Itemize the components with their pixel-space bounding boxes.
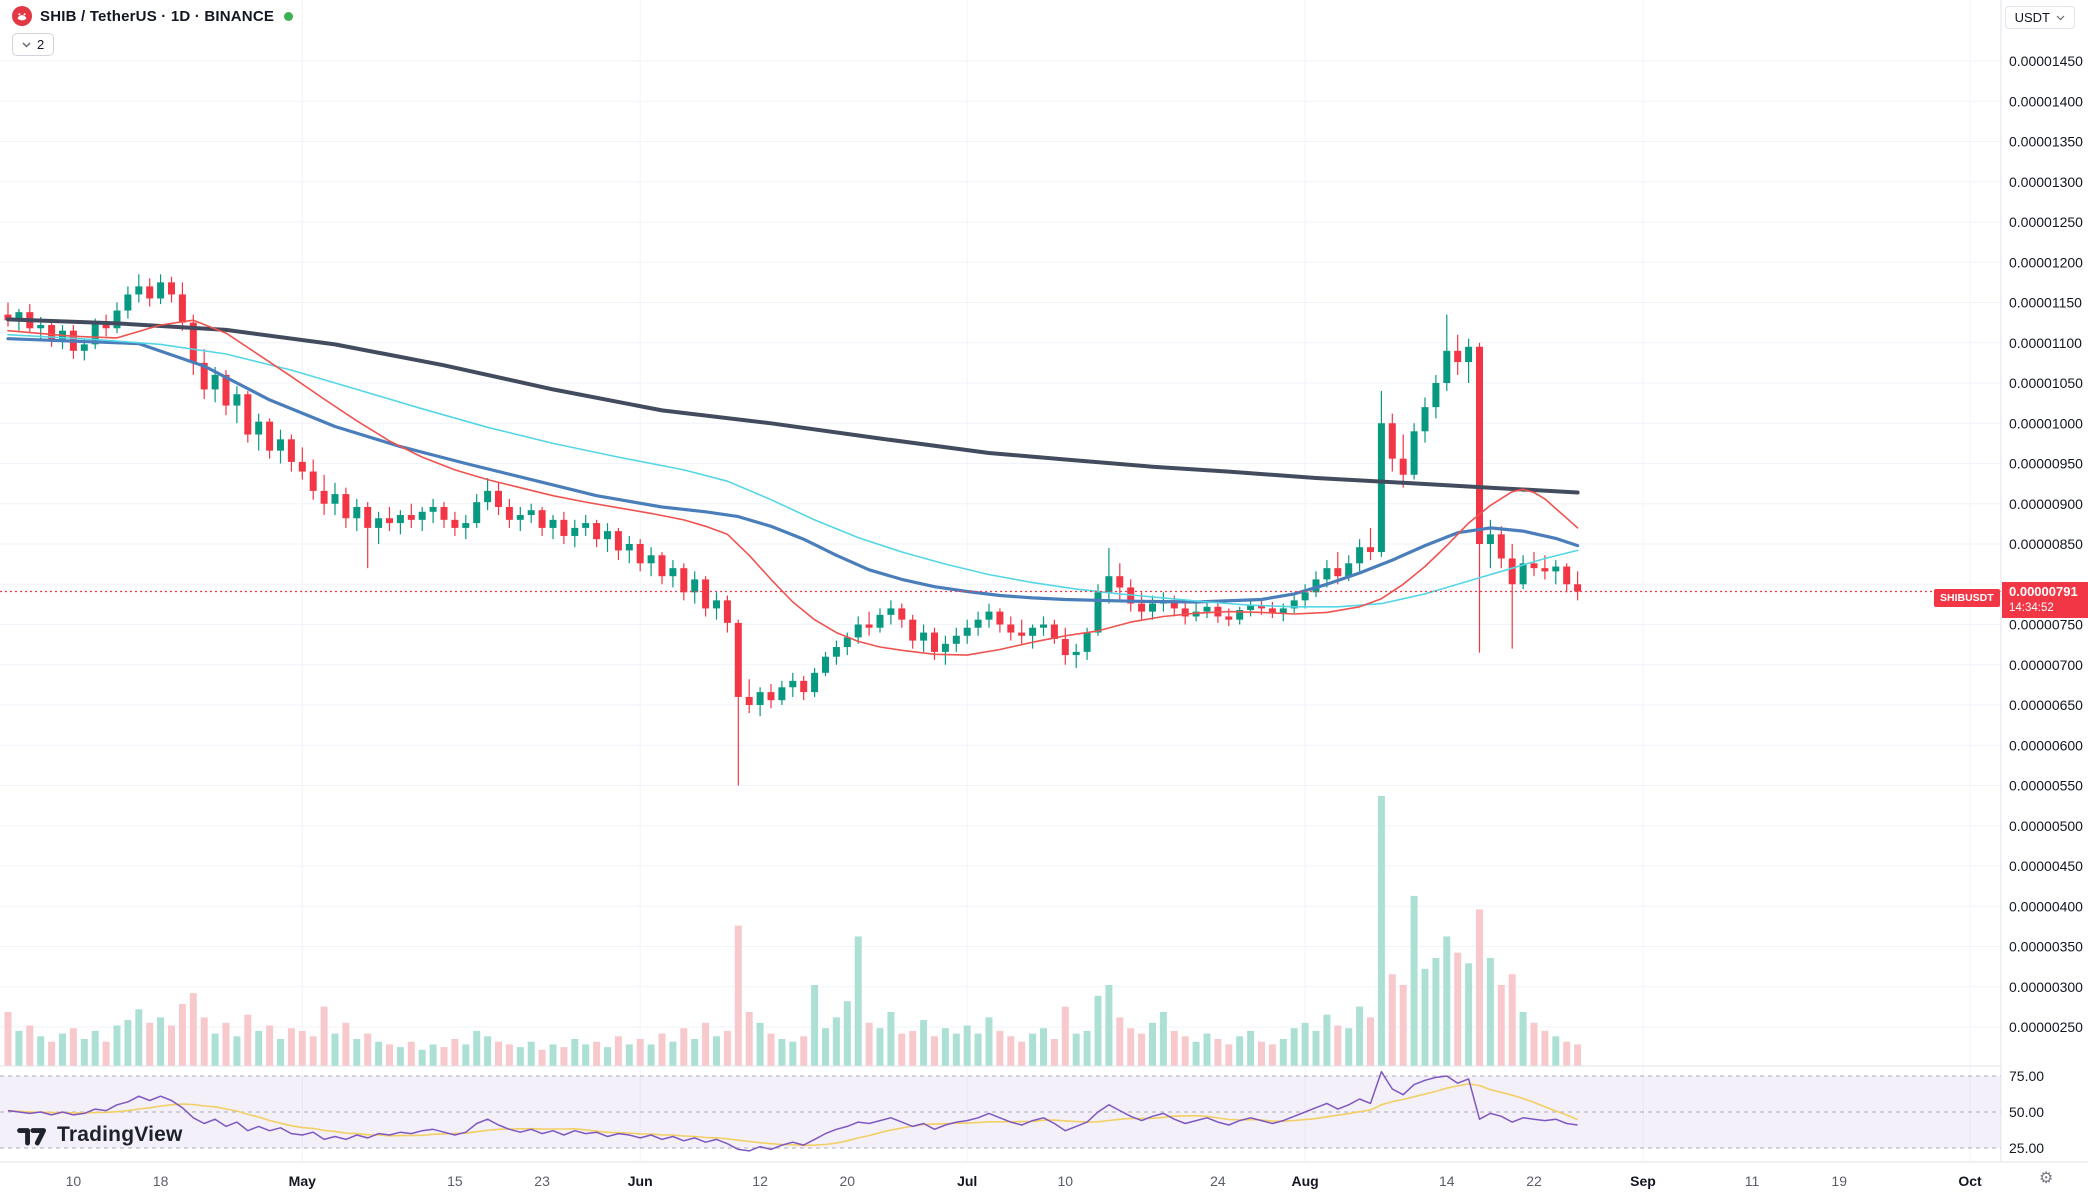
svg-text:75.00: 75.00 <box>2009 1068 2044 1084</box>
chart-legend: SHIB / TetherUS · 1D · BINANCE 2 <box>12 6 294 56</box>
axis-frame-layer <box>0 0 2088 1163</box>
symbol-title[interactable]: SHIB / TetherUS · 1D · BINANCE <box>40 7 275 25</box>
svg-text:0.00001150: 0.00001150 <box>2009 295 2082 311</box>
tradingview-logo-text: TradingView <box>57 1123 183 1146</box>
rsi-line <box>7 1070 1578 1152</box>
svg-text:0.00000650: 0.00000650 <box>2009 697 2083 713</box>
rsi-ma-line <box>7 1083 1578 1147</box>
svg-text:Jul: Jul <box>957 1173 977 1189</box>
svg-text:0.00000850: 0.00000850 <box>2009 536 2083 552</box>
svg-text:0.00001050: 0.00001050 <box>2009 375 2083 391</box>
price-line-symbol-tag: SHIBUSDT <box>1934 589 2000 607</box>
chevron-down-icon <box>22 41 31 48</box>
rsi-band-layer <box>0 1075 2001 1149</box>
svg-text:0.00000600: 0.00000600 <box>2009 737 2083 753</box>
svg-text:Oct: Oct <box>1958 1173 1982 1189</box>
svg-text:12: 12 <box>752 1173 768 1189</box>
svg-text:0.00001250: 0.00001250 <box>2009 214 2083 230</box>
svg-text:0.00001400: 0.00001400 <box>2009 93 2083 109</box>
svg-text:0.00000500: 0.00000500 <box>2009 818 2083 834</box>
svg-text:0.00001200: 0.00001200 <box>2009 254 2083 270</box>
last-price-badge: 0.00000791 14:34:52 <box>2002 582 2088 618</box>
svg-text:22: 22 <box>1526 1173 1542 1189</box>
svg-text:0.00001300: 0.00001300 <box>2009 174 2083 190</box>
svg-text:19: 19 <box>1831 1173 1847 1189</box>
svg-text:Jun: Jun <box>628 1173 653 1189</box>
svg-text:15: 15 <box>447 1173 463 1189</box>
svg-text:11: 11 <box>1745 1173 1760 1189</box>
svg-text:0.00000900: 0.00000900 <box>2009 496 2083 512</box>
indicator-count: 2 <box>37 37 45 52</box>
svg-text:0.00001450: 0.00001450 <box>2009 53 2083 69</box>
svg-text:0.00000350: 0.00000350 <box>2009 939 2083 955</box>
svg-text:0.00000300: 0.00000300 <box>2009 979 2083 995</box>
svg-text:14: 14 <box>1439 1173 1455 1189</box>
chevron-down-icon <box>2056 15 2065 20</box>
svg-text:May: May <box>289 1173 316 1189</box>
svg-text:23: 23 <box>534 1173 550 1189</box>
svg-text:0.00000250: 0.00000250 <box>2009 1019 2083 1035</box>
candles-layer <box>4 274 1582 786</box>
shib-logo-icon <box>12 6 32 26</box>
svg-text:24: 24 <box>1210 1173 1226 1189</box>
tradingview-mark-icon <box>17 1128 46 1146</box>
svg-text:0.00001350: 0.00001350 <box>2009 134 2083 150</box>
svg-text:0.00001100: 0.00001100 <box>2009 335 2082 351</box>
symbol-legend-row[interactable]: SHIB / TetherUS · 1D · BINANCE <box>12 6 294 26</box>
svg-text:0.00000750: 0.00000750 <box>2009 617 2083 633</box>
grid-layer <box>0 0 2001 1162</box>
time-axis-labels: 10 18 May 15 23 Jun 12 20 Jul 10 24 Aug 14 22 Sep 11 19 O… <box>66 1173 1982 1189</box>
svg-text:18: 18 <box>153 1173 169 1189</box>
svg-text:0.00000550: 0.00000550 <box>2009 778 2083 794</box>
svg-text:0.00000700: 0.00000700 <box>2009 657 2083 673</box>
svg-text:10: 10 <box>66 1173 82 1189</box>
bar-countdown-timer: 14:34:52 <box>2009 602 2054 614</box>
market-status-dot[interactable] <box>284 11 294 21</box>
ema-slow-line <box>7 333 1579 608</box>
currency-label: USDT <box>2014 10 2050 25</box>
volume-layer <box>4 796 1582 1066</box>
svg-text:0.00000950: 0.00000950 <box>2009 456 2083 472</box>
price-axis-labels: 0.00001450 0.00001400 0.00001350 0.00001300… <box>2009 53 2083 1156</box>
ma-long-line <box>6 317 1580 495</box>
svg-text:0.00000450: 0.00000450 <box>2009 858 2083 874</box>
svg-text:Sep: Sep <box>1630 1173 1656 1189</box>
price-scale-currency-button[interactable]: USDT <box>2004 6 2075 29</box>
svg-text:0.00001000: 0.00001000 <box>2009 415 2083 431</box>
svg-text:25.00: 25.00 <box>2009 1140 2044 1156</box>
svg-text:10: 10 <box>1058 1173 1074 1189</box>
svg-text:20: 20 <box>840 1173 856 1189</box>
tradingview-logo[interactable]: TradingView <box>16 1122 183 1148</box>
indicators-collapsed-button[interactable]: 2 <box>12 33 55 56</box>
svg-text:50.00: 50.00 <box>2009 1104 2044 1120</box>
svg-text:Aug: Aug <box>1291 1173 1318 1189</box>
svg-text:0.00000400: 0.00000400 <box>2009 898 2083 914</box>
axis-settings-gear-icon[interactable]: ⚙ <box>2039 1170 2054 1187</box>
last-price-value: 0.00000791 <box>2009 584 2078 599</box>
ma-mid-line <box>6 337 1580 604</box>
ema-fast-line <box>7 319 1579 656</box>
